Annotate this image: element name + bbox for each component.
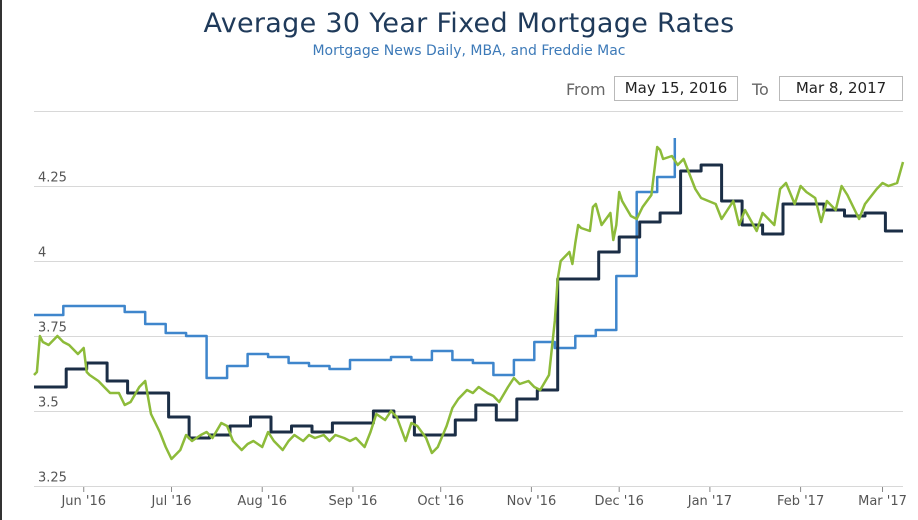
chart-subtitle: Mortgage News Daily, MBA, and Freddie Ma… xyxy=(312,43,626,59)
from-label: From xyxy=(566,80,606,99)
series-line-freddie xyxy=(34,163,903,440)
x-tick-label: Oct '16 xyxy=(417,494,464,509)
x-tick-label: Jan '17 xyxy=(687,494,732,509)
x-axis: Jun '16 Jul '16 Aug '16 Sep '16 Oct '16 Nov '… xyxy=(60,487,907,509)
x-tick-label: Mar '17 xyxy=(858,494,907,509)
x-tick-label: Feb '17 xyxy=(777,494,824,509)
series-line-mnd xyxy=(33,145,905,461)
y-tick-label: 3.75 xyxy=(38,321,67,336)
x-tick-label: Dec '16 xyxy=(594,494,643,509)
from-date-input[interactable]: May 15, 2016 xyxy=(614,76,738,101)
to-date-input[interactable]: Mar 8, 2017 xyxy=(779,76,903,101)
x-tick-label: Jun '16 xyxy=(60,494,106,509)
series-line-mba xyxy=(34,138,677,380)
x-tick-label: Nov '16 xyxy=(507,494,557,509)
y-tick-label: 4 xyxy=(38,246,46,261)
grid: 3.25 3.5 3.75 4 4.25 xyxy=(34,111,903,487)
series-lines xyxy=(33,138,905,461)
chart-title: Average 30 Year Fixed Mortgage Rates xyxy=(203,8,735,39)
x-tick-label: Sep '16 xyxy=(329,494,378,509)
y-tick-label: 4.25 xyxy=(38,171,67,186)
x-tick-label: Aug '16 xyxy=(237,494,287,509)
x-tick-label: Jul '16 xyxy=(151,494,192,509)
to-label: To xyxy=(752,80,769,99)
y-tick-label: 3.25 xyxy=(38,471,67,486)
left-border xyxy=(0,0,2,520)
y-tick-label: 3.5 xyxy=(38,396,59,411)
